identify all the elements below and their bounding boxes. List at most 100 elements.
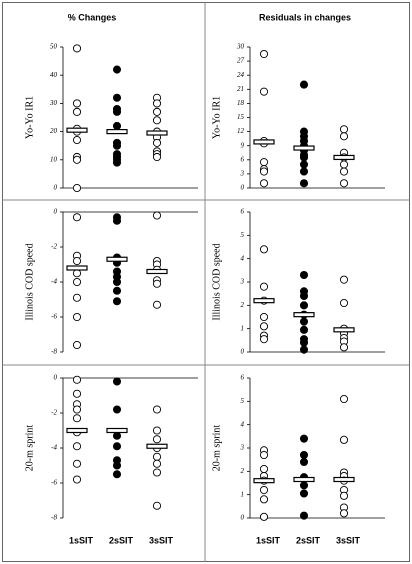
data-point [259, 158, 269, 167]
y-tick-label: 9 [241, 141, 245, 149]
data-point [299, 489, 309, 498]
data-point [112, 461, 122, 470]
data-point [259, 495, 269, 504]
y-tick-label: 10 [50, 155, 58, 163]
data-point [259, 335, 269, 344]
y-tick-label: 20 [50, 127, 58, 135]
data-point [72, 183, 82, 193]
data-point [339, 509, 349, 518]
y-tick-label: 18 [237, 99, 245, 107]
data-point [152, 300, 162, 309]
mean-bar [66, 427, 88, 434]
data-point [112, 470, 122, 479]
data-point [339, 394, 349, 404]
data-point [152, 435, 162, 444]
y-tick-label: 50 [50, 43, 58, 51]
data-point [112, 216, 122, 225]
data-point [299, 317, 309, 326]
y-tick-label: 0 [54, 374, 58, 382]
mean-bar [333, 154, 355, 161]
mean-bar [333, 476, 355, 483]
data-point [72, 256, 82, 266]
data-point [72, 155, 82, 164]
data-point [152, 116, 162, 125]
data-point [339, 275, 349, 284]
y-tick-label: -4 [51, 278, 57, 286]
x-tick-label: 3sSIT [336, 535, 361, 545]
y-axis-label: Yo-Yo IR1 [24, 96, 35, 139]
y-tick-label: 3 [240, 278, 245, 286]
mean-bar [333, 327, 355, 333]
data-point [152, 426, 162, 435]
data-point [72, 107, 82, 116]
y-tick-label: 0 [241, 348, 245, 356]
data-point [152, 501, 162, 510]
data-point [259, 450, 269, 460]
data-point [112, 121, 122, 131]
mean-bar [293, 145, 315, 151]
data-point [299, 80, 309, 89]
data-point [299, 345, 309, 354]
data-point [339, 167, 349, 176]
data-point [72, 213, 82, 222]
column-title: % Changes [68, 12, 117, 22]
data-point [112, 158, 122, 167]
data-point [112, 141, 122, 150]
data-point [112, 405, 122, 414]
data-point [72, 340, 82, 350]
mean-bar [66, 127, 88, 133]
data-point [299, 301, 309, 310]
mean-bar [106, 427, 128, 434]
data-point [339, 160, 349, 169]
y-tick-label: 12 [237, 127, 245, 135]
mean-bar [253, 139, 275, 145]
data-point [299, 153, 309, 162]
data-point [152, 138, 162, 147]
data-point [259, 87, 269, 96]
data-point [339, 298, 349, 308]
data-point [299, 450, 309, 460]
y-tick-label: 5 [241, 231, 245, 239]
data-point [339, 491, 349, 500]
data-point [72, 442, 82, 451]
y-tick-label: -4 [51, 444, 57, 452]
mean-bar [106, 256, 128, 262]
y-tick-label: -6 [51, 313, 57, 321]
data-point [72, 405, 82, 414]
y-tick-label: 15 [237, 113, 245, 121]
x-tick-label: 2sSIT [109, 535, 134, 545]
data-point [72, 136, 82, 145]
mean-bar [146, 268, 168, 275]
y-axis-label: Illinois COD speed [24, 243, 35, 320]
data-point [152, 459, 162, 468]
data-point [299, 434, 309, 443]
data-point [152, 211, 162, 220]
data-point [339, 179, 349, 188]
mean-bar [253, 478, 275, 484]
x-tick-label: 3sSIT [149, 535, 174, 545]
y-tick-label: 24 [237, 71, 245, 79]
data-point [72, 312, 82, 322]
data-point [339, 132, 349, 141]
data-point [299, 270, 309, 280]
x-tick-label: 2sSIT [296, 535, 321, 545]
data-point [299, 160, 309, 169]
data-point [259, 245, 269, 254]
y-axis-label: 20-m sprint [211, 425, 222, 472]
data-point [299, 511, 309, 520]
y-tick-label: -2 [51, 409, 57, 417]
y-tick-label: 5 [241, 397, 245, 405]
data-point [339, 125, 349, 134]
data-point [259, 179, 269, 188]
y-tick-label: 1 [241, 324, 245, 332]
y-tick-label: 0 [54, 208, 58, 216]
mean-bar [146, 443, 168, 449]
y-tick-label: 6 [241, 374, 245, 382]
y-axis-label: Yo-Yo IR1 [211, 96, 222, 139]
data-point [112, 277, 122, 287]
data-point [152, 468, 162, 477]
y-axis-label: Illinois COD speed [211, 243, 222, 320]
y-tick-label: -6 [51, 479, 57, 487]
y-tick-label: 2 [241, 467, 245, 475]
